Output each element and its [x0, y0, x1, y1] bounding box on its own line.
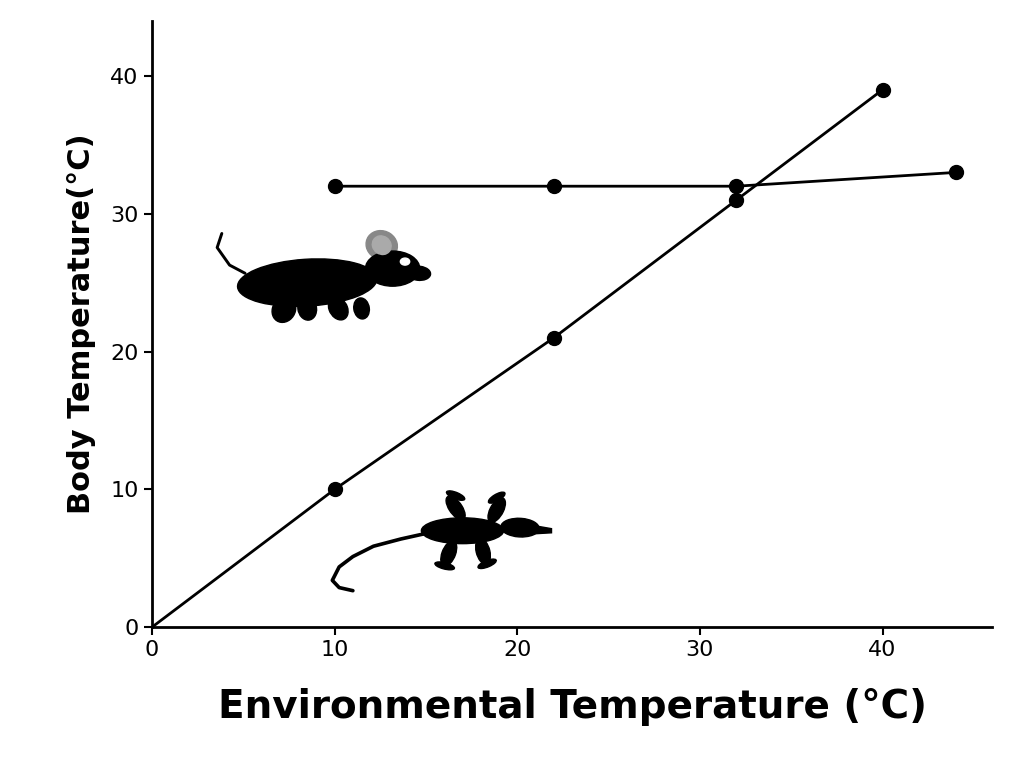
Ellipse shape	[488, 492, 505, 503]
Ellipse shape	[272, 297, 296, 322]
Polygon shape	[534, 525, 551, 534]
Ellipse shape	[366, 251, 419, 286]
Ellipse shape	[298, 297, 317, 320]
Ellipse shape	[421, 517, 503, 543]
Circle shape	[400, 258, 409, 265]
Ellipse shape	[238, 259, 377, 307]
Ellipse shape	[446, 496, 465, 520]
Ellipse shape	[373, 236, 391, 255]
Ellipse shape	[478, 559, 496, 568]
X-axis label: Environmental Temperature (°C): Environmental Temperature (°C)	[218, 688, 927, 726]
Ellipse shape	[366, 230, 397, 260]
Y-axis label: Body Temperature(°C): Body Temperature(°C)	[68, 134, 96, 514]
Ellipse shape	[447, 491, 465, 500]
Ellipse shape	[488, 498, 505, 522]
Ellipse shape	[441, 541, 457, 566]
Ellipse shape	[476, 539, 490, 564]
Ellipse shape	[500, 518, 539, 537]
Ellipse shape	[354, 298, 370, 319]
Ellipse shape	[328, 297, 348, 320]
Ellipse shape	[407, 267, 431, 281]
Ellipse shape	[435, 562, 455, 570]
